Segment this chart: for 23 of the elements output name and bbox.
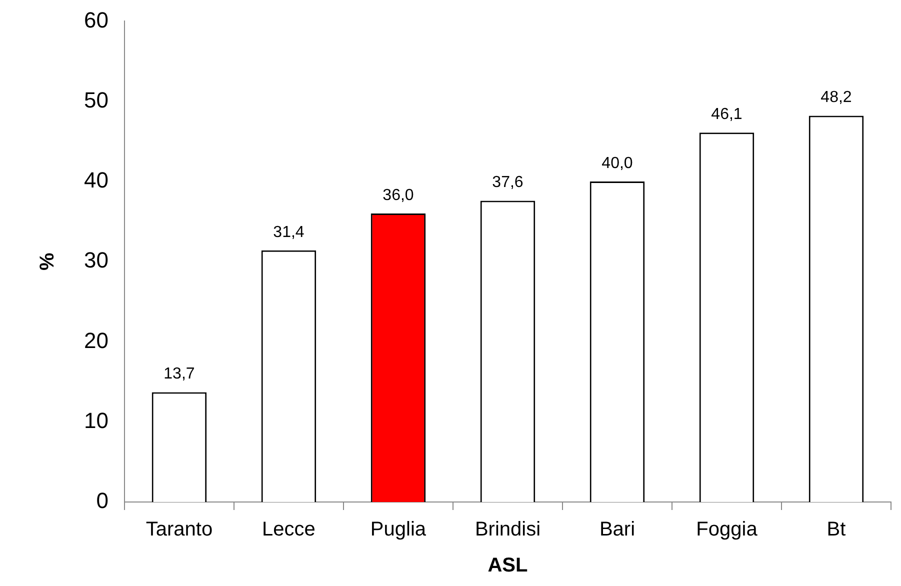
data-label: 36,0 bbox=[382, 186, 414, 204]
data-label: 48,2 bbox=[820, 89, 852, 106]
x-tick-label: Brindisi bbox=[474, 518, 541, 541]
x-tick-label: Puglia bbox=[370, 518, 427, 541]
x-tick-label: Bari bbox=[599, 518, 636, 541]
y-axis-title: % bbox=[36, 252, 59, 270]
data-label: 46,1 bbox=[711, 106, 742, 123]
x-axis-title: ASL bbox=[488, 554, 528, 577]
y-tick-label: 20 bbox=[84, 328, 108, 353]
y-tick-label: 50 bbox=[84, 87, 108, 112]
y-tick-label: 0 bbox=[96, 488, 108, 514]
x-tick-label: Lecce bbox=[262, 518, 316, 541]
data-label: 31,4 bbox=[273, 224, 304, 241]
data-label: 37,6 bbox=[492, 174, 524, 192]
data-label: 40,0 bbox=[602, 154, 633, 172]
y-tick-label: 10 bbox=[84, 408, 108, 433]
x-tick-label: Taranto bbox=[146, 518, 213, 541]
y-tick-label: 40 bbox=[84, 168, 108, 193]
y-tick-label: 30 bbox=[84, 248, 108, 273]
x-tick-label: Bt bbox=[826, 518, 846, 541]
x-tick-label: Foggia bbox=[696, 518, 758, 541]
y-tick-label: 60 bbox=[84, 7, 108, 32]
data-label: 13,7 bbox=[164, 366, 195, 383]
